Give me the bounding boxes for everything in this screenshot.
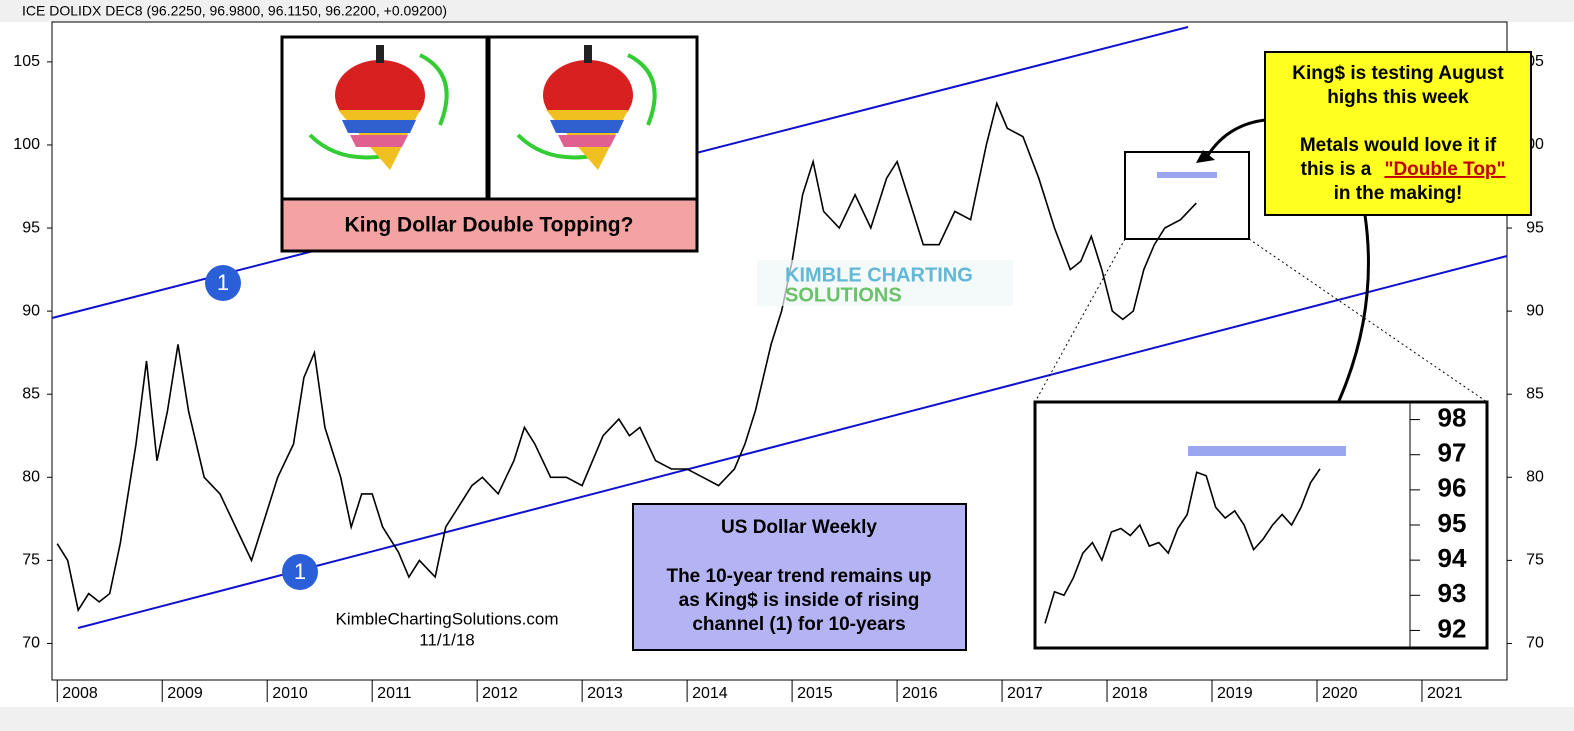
channel-marker — [205, 265, 241, 301]
header-bar — [0, 0, 1574, 22]
note-line: US Dollar Weekly — [721, 517, 877, 538]
callout-line: highs this week — [1327, 87, 1469, 108]
x-tick-label: 2016 — [902, 685, 938, 702]
note-line: as King$ is inside of rising — [679, 590, 920, 611]
y2-tick-label: 75 — [1526, 552, 1544, 569]
resistance-line — [1188, 446, 1346, 456]
site: KimbleChartingSolutions.com — [336, 609, 559, 628]
price-line — [1044, 468, 1321, 624]
y-tick-label: 100 — [13, 136, 40, 153]
x-tick-label: 2020 — [1322, 685, 1358, 702]
watermark-box — [757, 260, 1013, 306]
y-tick-label: 85 — [22, 385, 40, 402]
note-line: channel (1) for 10-years — [692, 614, 905, 635]
plot-frame — [51, 21, 1508, 681]
y2-tick-label: 80 — [1526, 469, 1544, 486]
x-tick-label: 2008 — [62, 685, 98, 702]
marker-label: 1 — [217, 270, 229, 295]
image-panel — [280, 35, 699, 253]
inset-y-tick-label: 96 — [1438, 473, 1467, 503]
y-tick-label: 80 — [22, 469, 40, 486]
inset-y-tick-label: 92 — [1438, 613, 1467, 643]
x-tick-label: 2015 — [797, 685, 833, 702]
callout-line: in the making! — [1334, 183, 1463, 204]
marker-label: 1 — [294, 559, 306, 584]
inset-y-tick-label: 98 — [1438, 402, 1467, 432]
arrow — [1203, 118, 1266, 161]
x-tick-label: 2018 — [1112, 685, 1148, 702]
watermark: KIMBLE CHARTING — [785, 264, 973, 286]
y-tick-label: 90 — [22, 302, 40, 319]
inset-y-tick-label: 95 — [1438, 508, 1467, 538]
inset-y-tick-label: 94 — [1438, 543, 1467, 573]
callout-line: this is a — [1301, 159, 1372, 180]
date: 11/1/18 — [419, 630, 474, 649]
callout-line: King$ is testing August — [1292, 63, 1504, 84]
x-tick-label: 2011 — [377, 685, 412, 702]
y-tick-label: 70 — [22, 635, 40, 652]
inset-y-tick-label: 93 — [1438, 578, 1467, 608]
watermark: SOLUTIONS — [785, 284, 902, 306]
panel-caption: King Dollar Double Topping? — [345, 214, 634, 237]
callout-emphasis: "Double Top" — [1384, 159, 1505, 180]
arrow-head — [1196, 150, 1215, 163]
zoom-connector — [1034, 238, 1126, 403]
y-tick-label: 95 — [22, 219, 40, 236]
callout-line: Metals would love it if — [1300, 135, 1497, 156]
x-tick-label: 2017 — [1007, 685, 1043, 702]
y2-tick-label: 85 — [1526, 385, 1544, 402]
y2-tick-label: 95 — [1526, 219, 1544, 236]
x-tick-label: 2014 — [692, 685, 728, 702]
callout-box — [1264, 51, 1532, 216]
x-tick-label: 2013 — [587, 685, 623, 702]
x-tick-label: 2019 — [1217, 685, 1253, 702]
zoom-connector — [1248, 238, 1488, 403]
toolbar[interactable] — [0, 707, 1574, 731]
channel-marker — [282, 554, 318, 590]
y-tick-label: 75 — [22, 552, 40, 569]
inset-y-tick-label: 97 — [1438, 438, 1467, 468]
y-tick-label: 105 — [13, 53, 40, 70]
arrow — [1328, 214, 1370, 421]
x-tick-label: 2009 — [167, 685, 203, 702]
price-line — [56, 100, 1197, 613]
zoom-box — [1124, 151, 1250, 240]
y2-tick-label: 90 — [1526, 302, 1544, 319]
x-tick-label: 2010 — [272, 685, 308, 702]
note-line: The 10-year trend remains up — [666, 566, 931, 587]
header: ICE DOLIDX DEC8 (96.2250, 96.9800, 96.11… — [22, 3, 447, 19]
note-box — [632, 503, 967, 651]
resistance-line — [1157, 172, 1217, 178]
x-tick-label: 2012 — [482, 685, 518, 702]
x-tick-label: 2021 — [1427, 685, 1463, 702]
y2-tick-label: 70 — [1526, 635, 1544, 652]
